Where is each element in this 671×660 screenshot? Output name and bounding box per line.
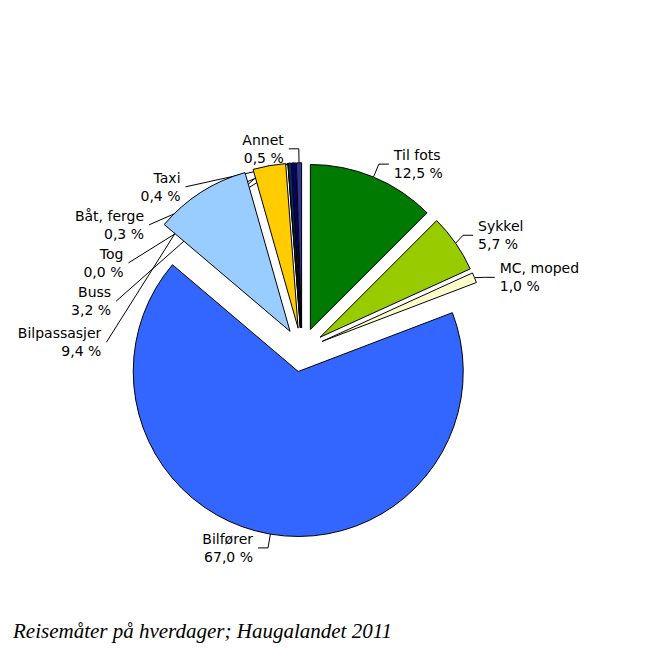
svg-text:Taxi: Taxi — [153, 170, 181, 186]
svg-text:Sykkel: Sykkel — [478, 218, 523, 234]
svg-text:9,4 %: 9,4 % — [61, 343, 101, 359]
svg-text:1,0 %: 1,0 % — [500, 278, 540, 294]
svg-text:0,0 %: 0,0 % — [83, 264, 123, 280]
svg-text:0,3 %: 0,3 % — [104, 226, 144, 242]
svg-text:Tog: Tog — [99, 246, 124, 262]
svg-text:Buss: Buss — [78, 284, 111, 300]
svg-text:67,0 %: 67,0 % — [204, 549, 253, 565]
svg-text:Båt, ferge: Båt, ferge — [75, 208, 144, 224]
svg-text:Reisemåter på hverdager; Hauga: Reisemåter på hverdager; Haugalandet 201… — [12, 619, 392, 643]
svg-text:0,5 %: 0,5 % — [244, 150, 284, 166]
svg-text:Bilpassasjer: Bilpassasjer — [18, 325, 102, 341]
svg-text:3,2 %: 3,2 % — [71, 302, 111, 318]
svg-text:12,5 %: 12,5 % — [394, 165, 443, 181]
svg-text:MC, moped: MC, moped — [500, 260, 579, 276]
svg-text:Til fots: Til fots — [393, 147, 441, 163]
svg-text:Annet: Annet — [242, 132, 284, 148]
svg-text:5,7 %: 5,7 % — [478, 236, 518, 252]
svg-text:0,4 %: 0,4 % — [141, 188, 181, 204]
svg-text:Bilfører: Bilfører — [202, 531, 253, 547]
